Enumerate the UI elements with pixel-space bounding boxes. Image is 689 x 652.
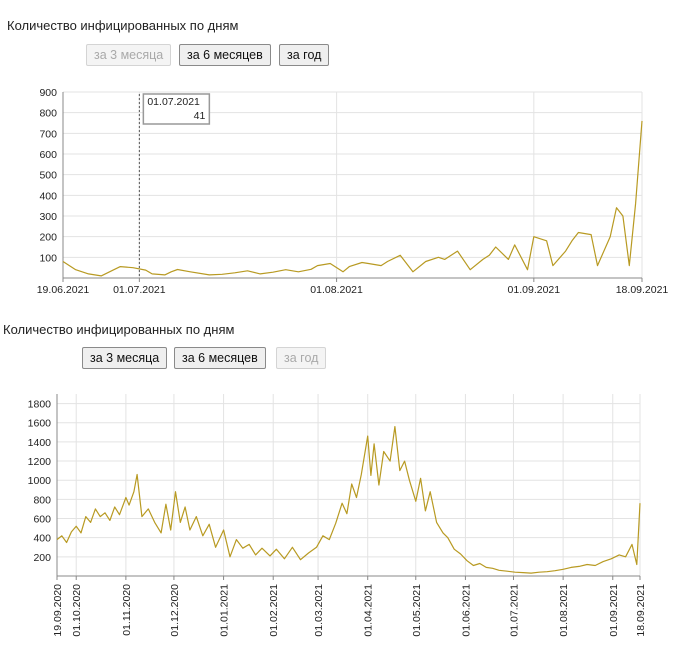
x-tick-label: 01.08.2021 (310, 284, 363, 296)
y-tick-label: 500 (39, 170, 57, 182)
x-tick-label: 01.06.2021 (460, 584, 472, 637)
chart-title: Количество инфицированных по дням (3, 322, 235, 337)
y-tick-label: 1000 (28, 475, 52, 487)
tooltip-value: 41 (194, 110, 206, 122)
y-tick-label: 200 (39, 232, 57, 244)
range-year-button[interactable]: за год (276, 347, 327, 369)
x-tick-label: 01.03.2021 (313, 584, 325, 637)
x-tick-label: 01.11.2020 (121, 584, 133, 636)
x-tick-label: 01.05.2021 (411, 584, 423, 637)
y-tick-label: 400 (33, 533, 51, 545)
range-6-months-button[interactable]: за 6 месяцев (179, 44, 271, 66)
range-3-months-button[interactable]: за 3 месяца (86, 44, 172, 66)
y-tick-label: 1400 (28, 437, 52, 449)
y-tick-label: 1200 (28, 456, 52, 468)
chart-panel-bottom: Количество инфицированных по дням за 3 м… (0, 316, 689, 652)
y-tick-label: 800 (33, 494, 51, 506)
x-tick-label: 01.07.2021 (508, 584, 520, 637)
line-chart[interactable]: 100 200 300 400 500 600 700 800 900 19.06.2021 01.… (0, 86, 689, 306)
y-tick-label: 1800 (28, 399, 52, 411)
x-tick-label: 01.04.2021 (363, 584, 375, 637)
x-tick-label: 18.09.2021 (635, 584, 647, 637)
y-tick-label: 700 (39, 128, 57, 140)
x-tick-label: 01.10.2020 (71, 584, 83, 637)
x-tick-label: 01.12.2020 (169, 584, 181, 637)
y-tick-label: 800 (39, 108, 57, 120)
y-tick-label: 600 (39, 149, 57, 161)
tooltip-box (142, 93, 211, 125)
x-tick-label: 19.09.2020 (52, 584, 64, 637)
chart-panel-top: Количество инфицированных по дням за 3 м… (0, 0, 689, 306)
x-tick-label: 01.02.2021 (268, 584, 280, 637)
tooltip: 01.07.2021 41 (142, 93, 211, 125)
range-6-months-button[interactable]: за 6 месяцев (174, 347, 266, 369)
tooltip-date: 01.07.2021 (147, 96, 200, 108)
y-tick-label: 900 (39, 87, 57, 99)
x-tick-label: 01.09.2021 (608, 584, 620, 637)
range-year-button[interactable]: за год (279, 44, 330, 66)
x-tick-label: 19.06.2021 (37, 284, 90, 296)
y-tick-label: 200 (33, 552, 51, 564)
x-tick-label: 01.01.2021 (219, 584, 231, 637)
series-line (56, 425, 641, 574)
y-tick-label: 300 (39, 211, 57, 223)
y-tick-label: 400 (39, 190, 57, 202)
x-tick-label: 01.09.2021 (508, 284, 561, 296)
line-chart[interactable]: 200 400 600 800 1000 1200 1400 1600 1800 19.09.20… (0, 388, 689, 650)
y-tick-label: 100 (39, 252, 57, 264)
x-tick-label: 18.09.2021 (616, 284, 669, 296)
x-tick-label: 01.07.2021 (113, 284, 166, 296)
range-3-months-button[interactable]: за 3 месяца (82, 347, 168, 369)
x-tick-label: 01.08.2021 (558, 584, 570, 637)
series-line (62, 120, 643, 277)
y-tick-label: 1600 (28, 418, 52, 430)
chart-title: Количество инфицированных по дням (7, 18, 239, 33)
y-tick-label: 600 (33, 514, 51, 526)
